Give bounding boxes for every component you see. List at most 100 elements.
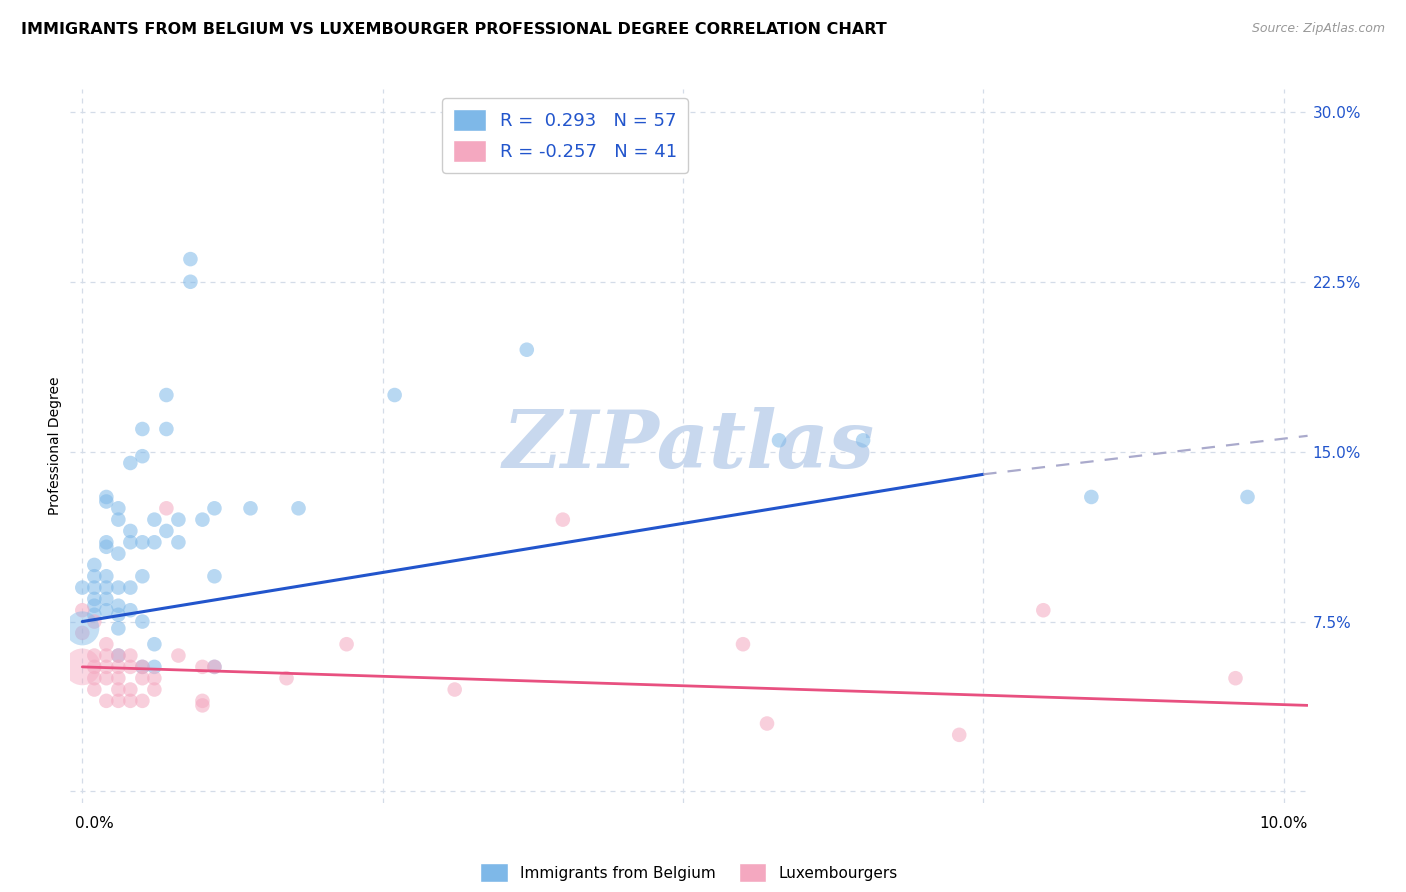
Point	[96, 637, 118, 651]
Point	[143, 637, 166, 651]
Point	[204, 501, 226, 516]
Point	[131, 615, 153, 629]
Point	[107, 607, 129, 622]
Point	[1032, 603, 1054, 617]
Point	[756, 716, 779, 731]
Point	[120, 648, 142, 663]
Point	[96, 694, 118, 708]
Point	[143, 535, 166, 549]
Point	[96, 648, 118, 663]
Point	[443, 682, 465, 697]
Point	[107, 581, 129, 595]
Point	[131, 660, 153, 674]
Point	[83, 648, 105, 663]
Text: 0.0%: 0.0%	[75, 816, 114, 831]
Point	[120, 603, 142, 617]
Point	[155, 388, 177, 402]
Point	[167, 535, 190, 549]
Point	[83, 607, 105, 622]
Point	[83, 682, 105, 697]
Point	[131, 535, 153, 549]
Point	[768, 434, 790, 448]
Point	[120, 682, 142, 697]
Point	[287, 501, 309, 516]
Point	[96, 581, 118, 595]
Point	[83, 591, 105, 606]
Point	[167, 513, 190, 527]
Point	[72, 626, 94, 640]
Point	[143, 682, 166, 697]
Text: Source: ZipAtlas.com: Source: ZipAtlas.com	[1251, 22, 1385, 36]
Point	[516, 343, 538, 357]
Point	[131, 660, 153, 674]
Point	[72, 603, 94, 617]
Point	[191, 660, 214, 674]
Point	[120, 581, 142, 595]
Point	[120, 456, 142, 470]
Point	[1225, 671, 1247, 685]
Point	[204, 569, 226, 583]
Point	[96, 540, 118, 554]
Point	[120, 524, 142, 538]
Point	[276, 671, 298, 685]
Point	[1236, 490, 1258, 504]
Point	[96, 490, 118, 504]
Point	[155, 501, 177, 516]
Point	[72, 621, 94, 635]
Point	[131, 422, 153, 436]
Point	[83, 660, 105, 674]
Point	[948, 728, 970, 742]
Point	[131, 671, 153, 685]
Point	[131, 694, 153, 708]
Point	[1080, 490, 1102, 504]
Point	[131, 569, 153, 583]
Point	[96, 603, 118, 617]
Point	[83, 599, 105, 613]
Point	[191, 513, 214, 527]
Point	[96, 660, 118, 674]
Point	[96, 494, 118, 508]
Point	[83, 581, 105, 595]
Point	[107, 599, 129, 613]
Point	[83, 569, 105, 583]
Point	[83, 558, 105, 572]
Point	[731, 637, 754, 651]
Point	[384, 388, 406, 402]
Text: ZIPatlas: ZIPatlas	[503, 408, 875, 484]
Point	[107, 547, 129, 561]
Point	[852, 434, 875, 448]
Point	[120, 535, 142, 549]
Point	[336, 637, 359, 651]
Point	[204, 660, 226, 674]
Point	[83, 615, 105, 629]
Text: IMMIGRANTS FROM BELGIUM VS LUXEMBOURGER PROFESSIONAL DEGREE CORRELATION CHART: IMMIGRANTS FROM BELGIUM VS LUXEMBOURGER …	[21, 22, 887, 37]
Point	[96, 671, 118, 685]
Point	[155, 524, 177, 538]
Point	[167, 648, 190, 663]
Text: 10.0%: 10.0%	[1260, 816, 1308, 831]
Point	[107, 648, 129, 663]
Point	[131, 449, 153, 463]
Point	[107, 671, 129, 685]
Point	[96, 569, 118, 583]
Point	[107, 621, 129, 635]
Point	[107, 648, 129, 663]
Point	[155, 422, 177, 436]
Legend: Immigrants from Belgium, Luxembourgers: Immigrants from Belgium, Luxembourgers	[474, 857, 904, 888]
Point	[107, 660, 129, 674]
Point	[143, 671, 166, 685]
Point	[107, 682, 129, 697]
Point	[83, 671, 105, 685]
Point	[96, 591, 118, 606]
Point	[239, 501, 262, 516]
Point	[191, 694, 214, 708]
Point	[72, 581, 94, 595]
Point	[551, 513, 574, 527]
Point	[107, 501, 129, 516]
Point	[179, 275, 201, 289]
Point	[143, 660, 166, 674]
Y-axis label: Professional Degree: Professional Degree	[48, 376, 62, 516]
Point	[191, 698, 214, 713]
Point	[107, 513, 129, 527]
Point	[204, 660, 226, 674]
